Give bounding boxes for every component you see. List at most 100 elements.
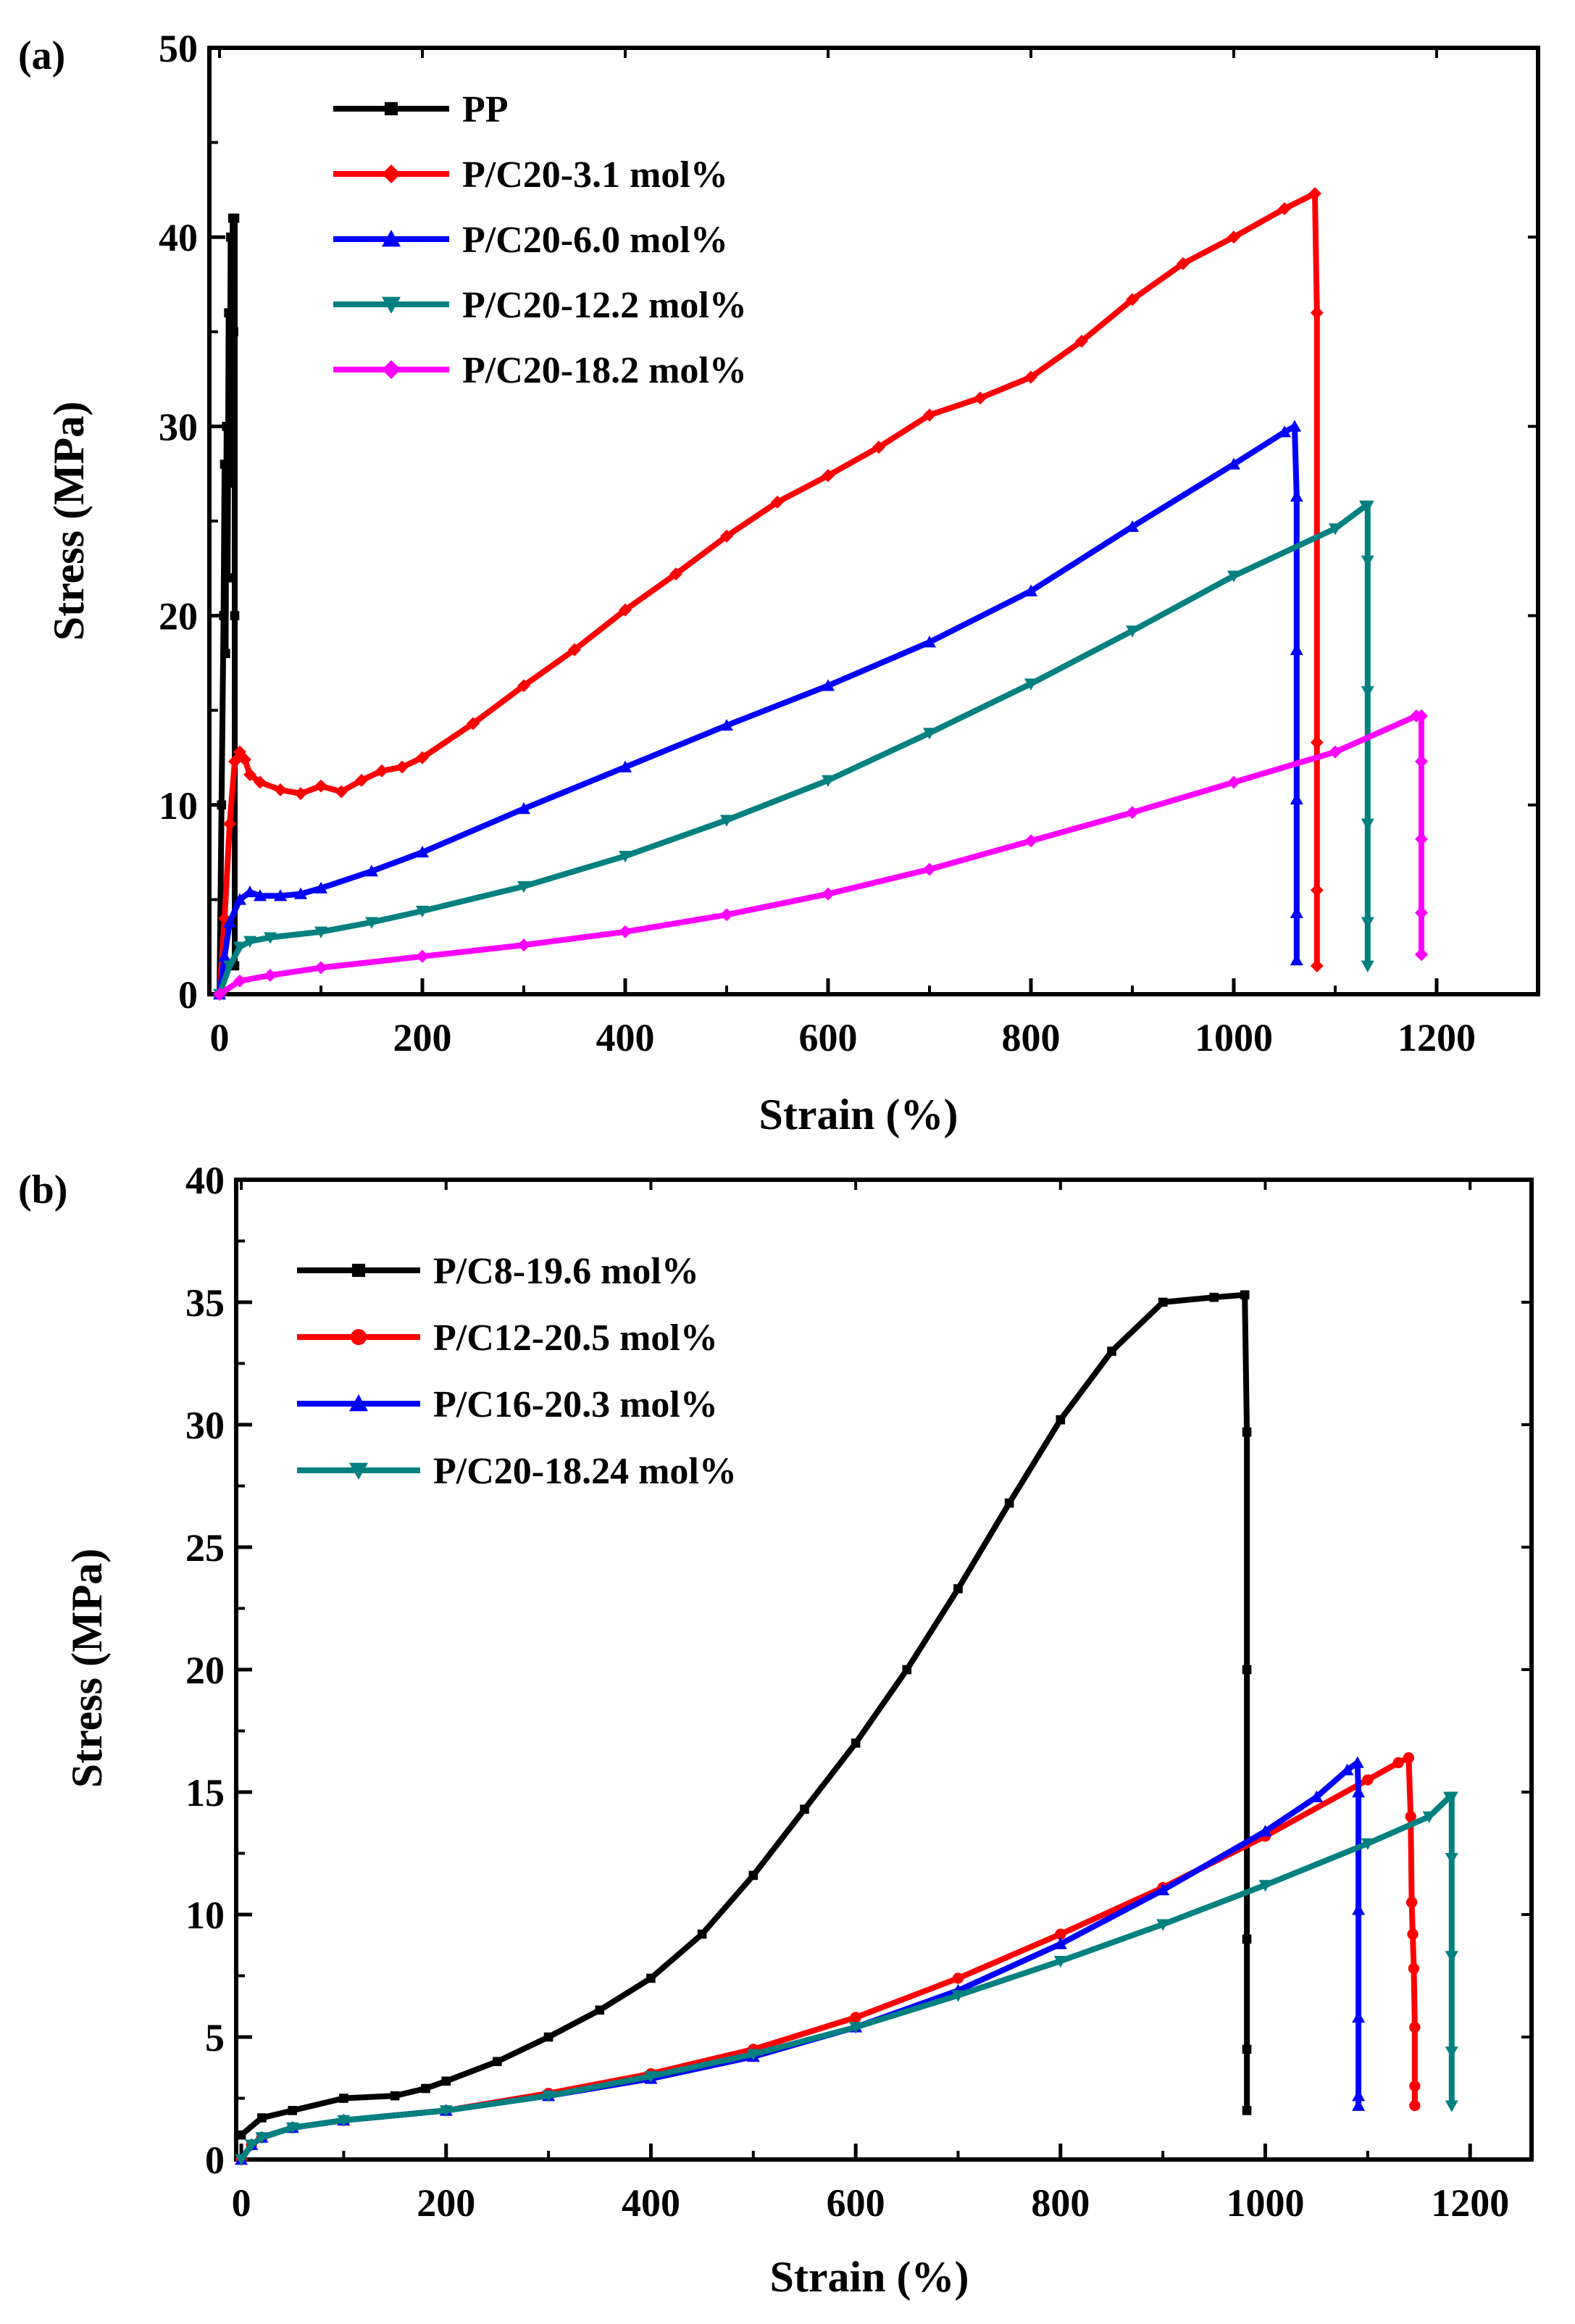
- x-tick-label: 200: [417, 2181, 475, 2225]
- data-point: [233, 974, 246, 988]
- data-point: [951, 1990, 965, 2002]
- y-ticks-b: 0 5 10 15 20 25 30 35 40: [185, 1159, 1532, 2182]
- data-point: [720, 529, 733, 543]
- data-point: [314, 779, 327, 793]
- data-point: [233, 941, 246, 954]
- data-point: [221, 649, 230, 659]
- data-point: [1409, 2099, 1421, 2112]
- data-point: [517, 938, 530, 952]
- data-point: [227, 422, 237, 431]
- x-tick-label: 800: [1002, 1016, 1061, 1059]
- data-point: [274, 783, 287, 796]
- data-point: [228, 754, 241, 768]
- data-point: [243, 936, 256, 948]
- y-tick-label: 35: [185, 1281, 225, 1325]
- data-point: [441, 2076, 451, 2086]
- x-tick-label: 600: [799, 1016, 858, 1059]
- data-point: [1126, 520, 1139, 533]
- data-point: [1053, 1937, 1067, 1949]
- y-tick-label: 10: [185, 1894, 225, 1937]
- data-point: [294, 887, 307, 899]
- data-point: [1258, 1880, 1272, 1892]
- legend-marker: [351, 1263, 366, 1278]
- data-point: [1177, 257, 1190, 270]
- data-point: [1329, 523, 1342, 536]
- data-point: [1242, 1665, 1252, 1675]
- data-point: [1156, 1919, 1170, 1931]
- data-point: [1409, 2080, 1421, 2092]
- data-point: [1258, 1825, 1272, 1837]
- series-line: [217, 191, 1320, 997]
- legend-label: P/C20-18.24 mol%: [433, 1451, 737, 1492]
- data-point: [1310, 883, 1324, 897]
- data-point: [254, 889, 267, 901]
- y-tick-label: 50: [159, 27, 198, 70]
- data-point: [1310, 1790, 1324, 1802]
- x-tick-label: 1200: [1431, 2181, 1509, 2225]
- data-point: [1308, 187, 1321, 201]
- data-point: [1407, 1928, 1419, 1940]
- x-tick-label: 400: [622, 2181, 680, 2225]
- legend-marker: [349, 1394, 368, 1412]
- data-point: [365, 865, 378, 877]
- data-point: [1290, 906, 1303, 918]
- data-point: [923, 862, 936, 876]
- data-point: [568, 643, 581, 657]
- data-point: [217, 800, 227, 810]
- data-point: [416, 949, 429, 963]
- data-point: [849, 2022, 863, 2034]
- data-point: [595, 2005, 605, 2015]
- data-point: [1024, 834, 1037, 848]
- data-point: [235, 2154, 248, 2166]
- x-axis-label-a: Strain (%): [759, 1091, 958, 1138]
- data-point: [255, 2132, 269, 2144]
- data-point: [646, 1973, 656, 1983]
- data-point: [542, 2090, 556, 2103]
- data-point: [1445, 1791, 1458, 1804]
- series-line: [238, 1291, 1250, 2138]
- data-point: [224, 308, 233, 317]
- series-line: [238, 1759, 1362, 2162]
- legend-marker: [384, 101, 398, 116]
- series-1: [213, 187, 1324, 1001]
- data-point: [1024, 584, 1037, 596]
- legend-label: P/C12-20.5 mol%: [433, 1317, 718, 1359]
- data-point: [851, 1738, 861, 1748]
- data-point: [720, 719, 733, 731]
- data-point: [974, 391, 987, 405]
- legend-label: P/C20-3.1 mol%: [462, 154, 728, 196]
- series-0: [214, 213, 240, 999]
- data-point: [1445, 2046, 1458, 2059]
- plot-lines-a: [213, 187, 1428, 1001]
- series-3: [235, 1791, 1458, 2166]
- data-point: [1310, 736, 1324, 749]
- data-point: [1227, 570, 1240, 583]
- data-point: [218, 949, 231, 962]
- data-point: [355, 773, 368, 787]
- data-point: [1209, 1292, 1219, 1302]
- data-point: [1445, 1853, 1458, 1865]
- panel-a: (a) 0 200 400 600 800 1000 1200 0 10 20 30 40 50 PP…: [18, 27, 1540, 1138]
- data-point: [517, 802, 530, 815]
- data-point: [238, 753, 251, 767]
- data-point: [439, 2105, 453, 2117]
- legend-marker: [350, 1328, 367, 1346]
- data-point: [375, 764, 388, 778]
- y-tick-label: 0: [205, 2138, 225, 2182]
- data-point: [720, 908, 733, 922]
- data-point: [1361, 917, 1374, 929]
- data-point: [396, 760, 409, 774]
- x-tick-label: 1000: [1195, 1016, 1273, 1059]
- data-point: [543, 2032, 553, 2042]
- legend-marker: [382, 164, 401, 183]
- series-3: [213, 500, 1374, 1001]
- data-point: [421, 2083, 430, 2094]
- data-point: [1352, 2010, 1366, 2023]
- series-4: [213, 709, 1428, 1001]
- series-line: [217, 503, 1371, 997]
- data-point: [517, 679, 530, 693]
- data-point: [264, 932, 277, 944]
- legend-label: P/C16-20.3 mol%: [433, 1384, 718, 1425]
- data-point: [416, 751, 429, 765]
- y-tick-label: 30: [159, 405, 198, 449]
